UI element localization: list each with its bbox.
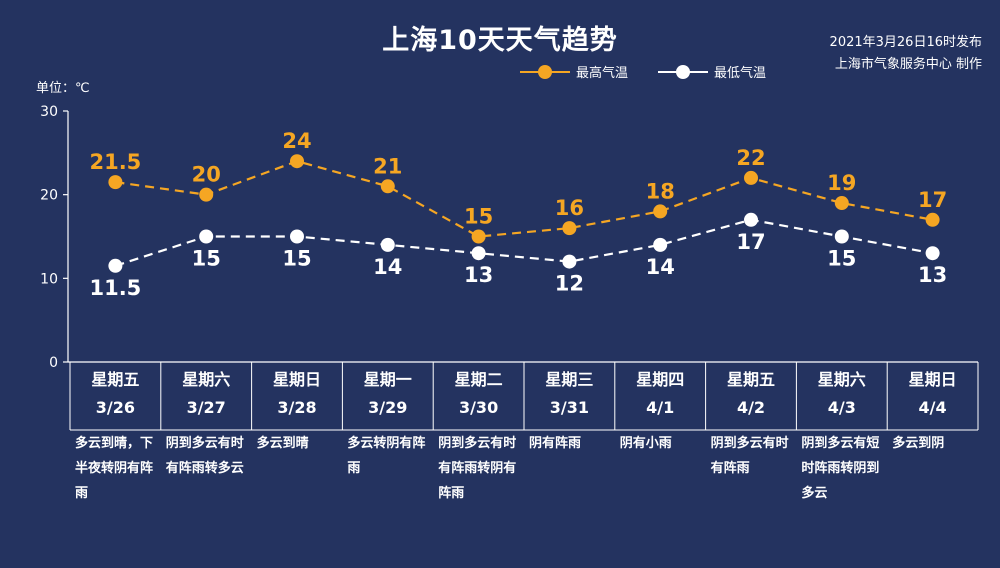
low-temp-label: 15 — [192, 247, 221, 271]
day-header: 星期五 4/2 — [706, 366, 797, 422]
low-temp-point — [471, 246, 486, 261]
high-temp-label: 17 — [918, 188, 947, 212]
high-temp-point — [744, 170, 758, 185]
date-label: 4/4 — [918, 398, 947, 417]
date-label: 4/3 — [827, 398, 856, 417]
day-header: 星期三 3/31 — [524, 366, 615, 422]
weekday-label: 星期六 — [182, 370, 231, 389]
weekday-label: 星期四 — [636, 370, 685, 389]
date-label: 4/2 — [736, 398, 766, 417]
low-temp-label: 14 — [373, 255, 402, 279]
high-temp-point — [925, 212, 940, 227]
low-temp-label: 13 — [918, 263, 947, 287]
low-temp-label: 13 — [464, 263, 493, 287]
weather-description: 阴到多云有时有阵雨转多云 — [165, 436, 244, 476]
date-label: 3/31 — [549, 398, 590, 417]
weekday-label: 星期一 — [363, 370, 412, 389]
chart-title: 上海10天天气趋势 — [382, 25, 618, 56]
legend-high: 最高气温 — [520, 62, 628, 81]
legend-high-marker — [520, 64, 570, 79]
day-header: 星期四 4/1 — [615, 366, 706, 422]
weekday-label: 星期五 — [91, 370, 140, 389]
high-temp-label: 20 — [192, 163, 221, 187]
day-header: 星期六 4/3 — [796, 366, 887, 422]
y-tick-label: 0 — [49, 355, 58, 371]
high-temp-point — [562, 221, 577, 236]
high-temp-label: 16 — [555, 196, 584, 220]
day-header: 星期五 3/26 — [70, 366, 161, 422]
weather-description: 阴到多云有时有阵雨 — [710, 436, 789, 476]
unit-label: 单位：℃ — [36, 81, 90, 96]
day-header: 星期日 4/4 — [887, 366, 978, 422]
weather-description: 多云到晴 — [256, 436, 309, 451]
weather-description: 阴有小雨 — [619, 436, 672, 451]
high-temp-point — [471, 229, 486, 244]
high-temp-point — [834, 196, 849, 211]
legend-high-label: 最高气温 — [576, 66, 629, 81]
day-header: 星期六 3/27 — [161, 366, 252, 422]
date-label: 4/1 — [646, 398, 675, 417]
date-label: 3/26 — [95, 398, 136, 417]
weekday-label: 星期日 — [272, 370, 321, 389]
issued-time: 2021年3月26日16时发布 — [829, 35, 982, 50]
y-tick-label: 10 — [40, 271, 58, 287]
high-temp-point — [290, 154, 304, 169]
low-temp-label: 15 — [282, 247, 311, 271]
legend-low: 最低气温 — [658, 62, 766, 81]
weekday-label: 星期五 — [726, 370, 775, 389]
low-temp-label: 17 — [736, 230, 765, 254]
legend-low-label: 最低气温 — [714, 66, 767, 81]
weekday-label: 星期六 — [817, 370, 866, 389]
y-tick-label: 20 — [40, 188, 58, 204]
weather-description: 多云转阴有阵雨 — [347, 436, 426, 476]
low-temp-point — [290, 229, 304, 244]
high-temp-label: 15 — [464, 205, 493, 229]
y-tick-label: 30 — [40, 104, 58, 120]
date-label: 3/29 — [368, 398, 408, 417]
low-temp-point — [380, 237, 395, 252]
weekday-label: 星期日 — [908, 370, 957, 389]
low-temp-point — [653, 237, 668, 252]
low-temp-point — [834, 229, 849, 244]
low-temp-point — [744, 212, 758, 227]
high-temp-point — [380, 179, 395, 194]
low-temp-point — [108, 258, 123, 273]
issue-info: 2021年3月26日16时发布 上海市气象服务中心 制作 — [830, 32, 982, 76]
high-temp-label: 19 — [827, 171, 856, 195]
weather-description: 多云到晴，下半夜转阴有阵雨 — [75, 436, 154, 501]
high-temp-label: 18 — [646, 179, 675, 203]
date-label: 3/28 — [277, 398, 317, 417]
low-temp-label: 14 — [646, 255, 675, 279]
day-header: 星期日 3/28 — [252, 366, 343, 422]
weather-description: 阴到多云有时有阵雨转阴有阵雨 — [438, 436, 517, 501]
high-temp-label: 24 — [282, 129, 311, 153]
day-header: 星期一 3/29 — [342, 366, 433, 422]
weather-description: 多云到阴 — [892, 436, 945, 451]
low-temp-label: 12 — [555, 272, 584, 296]
low-temp-line — [115, 218, 933, 267]
date-label: 3/27 — [186, 398, 226, 417]
weather-description: 阴有阵雨 — [529, 436, 582, 451]
day-header: 星期二 3/30 — [433, 366, 524, 422]
low-temp-point — [199, 229, 214, 244]
low-temp-point — [562, 254, 577, 269]
producer-label: 上海市气象服务中心 制作 — [834, 57, 982, 72]
high-temp-line — [115, 160, 933, 238]
high-temp-label: 22 — [736, 146, 765, 170]
weekday-label: 星期三 — [545, 370, 594, 389]
legend-low-marker — [658, 64, 709, 79]
weather-description: 阴到多云有短时阵雨转阴到多云 — [801, 436, 880, 501]
weekday-label: 星期二 — [454, 370, 503, 389]
high-temp-point — [108, 175, 123, 190]
high-temp-point — [653, 204, 668, 219]
low-temp-label: 15 — [827, 247, 856, 271]
high-temp-label: 21 — [373, 154, 402, 178]
low-temp-point — [925, 246, 940, 261]
low-temp-label: 11.5 — [89, 276, 141, 300]
date-label: 3/30 — [458, 398, 499, 417]
legend: 最高气温 最低气温 — [520, 62, 796, 81]
high-temp-point — [199, 187, 214, 202]
high-temp-label: 21.5 — [89, 150, 141, 174]
